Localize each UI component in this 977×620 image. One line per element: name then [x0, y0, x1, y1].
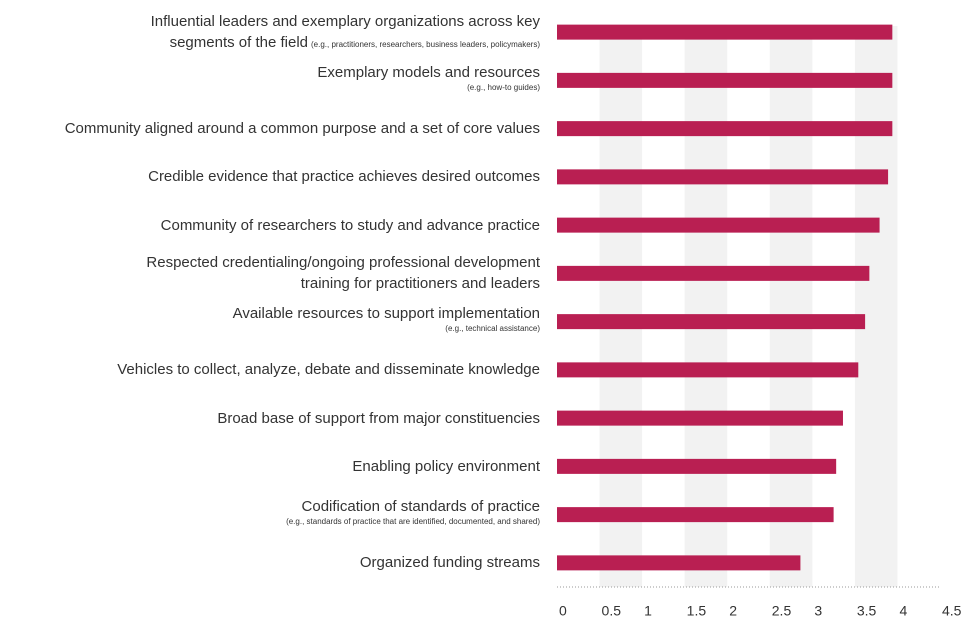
category-text: Community aligned around a common purpos… — [64, 120, 540, 138]
x-tick-label: 3 — [814, 603, 822, 619]
x-tick-label: 2 — [729, 603, 737, 619]
label-block: Community aligned around a common purpos… — [65, 118, 540, 139]
category-text: Codification of standards of practice — [301, 498, 540, 516]
category-text: Influential leaders and exemplary organi… — [150, 13, 540, 52]
bar — [557, 555, 801, 571]
category-label: Vehicles to collect, analyze, debate and… — [0, 345, 540, 395]
category-note: (e.g., practitioners, researchers, busin… — [311, 40, 540, 50]
bar — [557, 24, 893, 40]
category-note: (e.g., standards of practice that are id… — [286, 517, 540, 527]
bar — [557, 217, 880, 233]
grid-band — [769, 26, 813, 587]
bar — [557, 265, 870, 281]
label-block: Enabling policy environment — [352, 456, 540, 477]
category-label: Codification of standards of practice (e.… — [0, 487, 540, 537]
grid-band — [684, 26, 728, 587]
bar — [557, 362, 859, 378]
label-block: Respected credentialing/ongoing professi… — [146, 252, 540, 294]
category-note: (e.g., technical assistance) — [445, 324, 540, 334]
category-note: (e.g., how-to guides) — [467, 82, 540, 92]
label-block: Exemplary models and resources (e.g., how… — [317, 62, 540, 93]
category-label: Community of researchers to study and ad… — [0, 200, 540, 250]
x-tick-label: 0 — [559, 603, 567, 619]
x-tick-label: 4 — [899, 603, 907, 619]
category-text: Enabling policy environment — [352, 457, 540, 475]
category-text: Respected credentialing/ongoing professi… — [146, 254, 540, 293]
x-tick-label: 4.5 — [942, 603, 962, 619]
category-label: Available resources to support implement… — [0, 294, 540, 344]
x-tick-label: 2.5 — [772, 603, 792, 619]
category-text: Organized funding streams — [359, 554, 540, 572]
label-block: Broad base of support from major constit… — [217, 408, 540, 429]
x-tick-label: 3.5 — [857, 603, 877, 619]
label-block: Community of researchers to study and ad… — [161, 215, 540, 236]
x-tick-label: 0.5 — [602, 603, 622, 619]
x-tick-label: 1.5 — [687, 603, 707, 619]
x-tick-label: 1 — [644, 603, 652, 619]
bar — [557, 169, 889, 185]
label-block: Vehicles to collect, analyze, debate and… — [117, 359, 540, 380]
category-label: Credible evidence that practice achieves… — [0, 152, 540, 202]
category-text: Community of researchers to study and ad… — [160, 216, 540, 234]
grid-band — [599, 26, 643, 587]
category-label: Exemplary models and resources (e.g., how… — [0, 52, 540, 102]
label-block: Credible evidence that practice achieves… — [148, 166, 540, 187]
category-label: Broad base of support from major constit… — [0, 393, 540, 443]
category-label: Community aligned around a common purpos… — [0, 104, 540, 154]
category-label: Respected credentialing/ongoing professi… — [0, 248, 540, 298]
category-text: Available resources to support implement… — [232, 305, 540, 323]
label-block: Available resources to support implement… — [233, 303, 540, 334]
category-text: Vehicles to collect, analyze, debate and… — [117, 361, 540, 379]
category-text: Exemplary models and resources — [317, 63, 540, 81]
category-label: Enabling policy environment — [0, 441, 540, 491]
label-block: Codification of standards of practice (e.… — [286, 496, 540, 527]
bar — [557, 72, 893, 88]
bar — [557, 314, 866, 330]
bar — [557, 410, 843, 426]
category-label: Influential leaders and exemplary organi… — [0, 7, 540, 57]
category-label: Organized funding streams — [0, 538, 540, 588]
category-text: Broad base of support from major constit… — [217, 409, 540, 427]
bar — [557, 458, 837, 474]
bar — [557, 507, 834, 523]
bar — [557, 121, 893, 137]
category-text: Credible evidence that practice achieves… — [148, 168, 540, 186]
label-block: Influential leaders and exemplary organi… — [151, 11, 540, 53]
grid-band — [854, 26, 898, 587]
label-block: Organized funding streams — [360, 552, 540, 573]
